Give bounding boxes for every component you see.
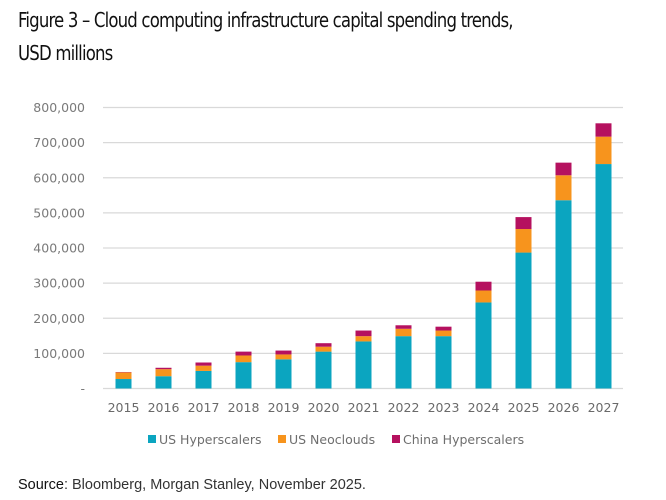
bar-us-neoclouds-2016 (155, 369, 172, 377)
bar-us-neoclouds-2020 (315, 346, 332, 352)
bar-us-neoclouds-2021 (355, 336, 372, 342)
bar-china-hyperscalers-2026 (555, 162, 572, 176)
bar-us-hyperscalers-2018 (235, 362, 252, 389)
bar-us-neoclouds-2023 (435, 330, 452, 337)
bar-us-hyperscalers-2016 (155, 376, 172, 389)
bar-stack-2019 (275, 350, 292, 389)
stacked-bar-chart: - 100,000 200,000 300,000 400,000 500,000 600,… (33, 100, 623, 447)
bar-china-hyperscalers-2024 (475, 281, 492, 291)
source-text: : Bloomberg, Morgan Stanley, November 20… (63, 477, 366, 493)
y-tick-label: 500,000 (33, 205, 85, 220)
x-tick-label: 2024 (468, 400, 500, 415)
x-tick-label: 2015 (108, 400, 140, 415)
bar-stack-2015 (115, 371, 132, 389)
y-tick-label: - (80, 381, 85, 396)
x-tick-label: 2019 (268, 400, 300, 415)
bar-us-neoclouds-2015 (115, 372, 132, 380)
x-tick-label: 2026 (548, 400, 580, 415)
y-tick-label: 400,000 (33, 241, 85, 256)
bar-us-hyperscalers-2024 (475, 302, 492, 389)
bar-us-neoclouds-2022 (395, 328, 412, 337)
bar-us-hyperscalers-2022 (395, 336, 412, 389)
bar-stack-2022 (395, 325, 412, 389)
y-tick-label: 800,000 (33, 100, 85, 115)
x-tick-label: 2025 (508, 400, 540, 415)
bar-china-hyperscalers-2021 (355, 330, 372, 337)
x-tick-label: 2018 (228, 400, 260, 415)
legend-label: US Neoclouds (289, 432, 375, 447)
bar-stack-2017 (195, 362, 212, 389)
y-tick-label: 600,000 (33, 170, 85, 185)
legend-swatch (278, 435, 286, 443)
y-tick-label: 300,000 (33, 276, 85, 291)
x-tick-label: 2021 (348, 400, 380, 415)
bar-us-neoclouds-2018 (235, 355, 252, 363)
x-tick-label: 2027 (588, 400, 620, 415)
bar-china-hyperscalers-2023 (435, 326, 452, 331)
bar-stack-2025 (515, 217, 532, 389)
legend-label: China Hyperscalers (403, 432, 524, 447)
source-label: Source (18, 477, 64, 493)
gridlines (103, 106, 623, 390)
legend-swatch (392, 435, 400, 443)
bar-us-hyperscalers-2027 (595, 164, 612, 389)
x-tick-label: 2023 (428, 400, 460, 415)
bar-us-hyperscalers-2021 (355, 341, 372, 389)
legend-label: US Hyperscalers (159, 432, 261, 447)
y-axis-ticks: - 100,000 200,000 300,000 400,000 500,000 600,… (33, 100, 85, 396)
bar-us-neoclouds-2017 (195, 365, 212, 371)
chart-title-line-2: USD millions (18, 41, 113, 65)
bar-us-hyperscalers-2025 (515, 252, 532, 389)
bar-stack-2023 (435, 326, 452, 389)
bar-china-hyperscalers-2019 (275, 350, 292, 355)
bar-us-neoclouds-2019 (275, 354, 292, 360)
source-note: Source: Bloomberg, Morgan Stanley, Novem… (18, 477, 366, 493)
legend-item-us-neoclouds: US Neoclouds (278, 432, 375, 447)
x-tick-label: 2016 (148, 400, 180, 415)
chart-title-line-1: Figure 3 – Cloud computing infrastructur… (18, 8, 514, 32)
x-tick-label: 2020 (308, 400, 340, 415)
bar-china-hyperscalers-2016 (155, 367, 172, 370)
bar-us-hyperscalers-2017 (195, 370, 212, 389)
bar-stack-2016 (155, 367, 172, 389)
chart-title: Figure 3 – Cloud computing infrastructur… (18, 4, 607, 70)
legend-swatch (148, 435, 156, 443)
bar-stack-2027 (595, 123, 612, 389)
x-tick-label: 2017 (188, 400, 220, 415)
bar-us-hyperscalers-2015 (115, 379, 132, 389)
bar-us-hyperscalers-2026 (555, 200, 572, 389)
bar-us-neoclouds-2024 (475, 290, 492, 303)
bar-china-hyperscalers-2022 (395, 325, 412, 329)
bar-stack-2020 (315, 343, 332, 389)
bar-stack-2018 (235, 351, 252, 389)
bar-china-hyperscalers-2018 (235, 351, 252, 356)
bar-us-hyperscalers-2020 (315, 351, 332, 389)
bar-us-neoclouds-2025 (515, 229, 532, 253)
y-tick-label: 700,000 (33, 135, 85, 150)
bar-china-hyperscalers-2020 (315, 343, 332, 347)
y-tick-label: 100,000 (33, 346, 85, 361)
bar-us-hyperscalers-2019 (275, 359, 292, 389)
legend: US Hyperscalers US Neoclouds China Hypersc… (148, 432, 524, 447)
bar-china-hyperscalers-2027 (595, 123, 612, 137)
bar-us-neoclouds-2027 (595, 136, 612, 165)
x-axis-ticks: 2015 2016 2017 2018 2019 2020 2021 2022 2023 2024… (108, 400, 620, 415)
bars (115, 123, 612, 389)
bar-stack-2021 (355, 330, 372, 389)
y-tick-label: 200,000 (33, 311, 85, 326)
bar-china-hyperscalers-2025 (515, 217, 532, 230)
x-tick-label: 2022 (388, 400, 420, 415)
bar-us-hyperscalers-2023 (435, 336, 452, 389)
bar-us-neoclouds-2026 (555, 175, 572, 201)
bar-china-hyperscalers-2017 (195, 362, 212, 366)
bar-stack-2024 (475, 281, 492, 389)
legend-item-us-hyperscalers: US Hyperscalers (148, 432, 261, 447)
legend-item-china-hyperscalers: China Hyperscalers (392, 432, 524, 447)
bar-stack-2026 (555, 162, 572, 389)
